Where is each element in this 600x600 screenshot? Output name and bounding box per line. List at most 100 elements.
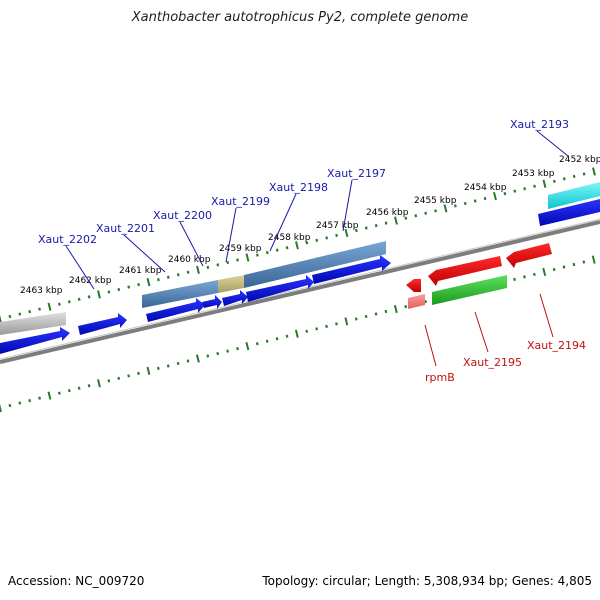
gene-label-xaut-2201[interactable]: Xaut_2201 [96, 222, 155, 235]
gene-label-xaut-2194[interactable]: Xaut_2194 [527, 339, 586, 352]
kbp-label: 2456 kbp [366, 208, 409, 218]
scale-tick [245, 342, 250, 351]
scale-dot [582, 260, 586, 264]
leader-line [65, 245, 95, 290]
gene-arrow-rpmb[interactable] [406, 279, 421, 292]
gene-arrow-xaut-2201[interactable] [78, 313, 127, 335]
scale-tick [245, 253, 250, 262]
scale-dot [87, 295, 91, 299]
genome-backbone [0, 220, 600, 364]
kbp-label: 2461 kbp [119, 266, 162, 276]
scale-dot [137, 371, 140, 375]
scale-tick [195, 354, 200, 363]
scale-dot [414, 214, 418, 218]
leader-line [342, 179, 353, 232]
scale-dot [186, 270, 190, 274]
scale-dot [305, 241, 309, 245]
gene-arrow-xaut-2197[interactable] [312, 255, 391, 284]
cds-segment-xaut-2197-2198[interactable] [244, 241, 386, 288]
scale-dot [374, 223, 378, 228]
kbp-label: 2453 kbp [512, 169, 555, 179]
scale-dot [384, 221, 388, 225]
reverse-label-layer: Xaut_2194 Xaut_2195 rpmB [424, 293, 586, 384]
scale-dot [285, 334, 289, 338]
scale-dot [424, 211, 428, 215]
scale-tick [196, 265, 200, 274]
leader-line [225, 207, 237, 263]
cds-segment-xaut-2200-2201[interactable] [142, 280, 218, 308]
scale-dot [107, 379, 111, 383]
scale-dot [206, 354, 210, 358]
scale-dot [216, 351, 220, 356]
scale-dot [28, 398, 32, 403]
scale-dot [533, 184, 536, 188]
cds-segment-xaut-2202[interactable] [0, 312, 66, 335]
cds-segment-rpmb[interactable] [408, 294, 425, 309]
scale-dot [285, 246, 289, 250]
scale-dot [453, 204, 457, 208]
scale-dot [87, 384, 91, 388]
scale-tick [295, 241, 299, 250]
scale-tick [394, 216, 398, 225]
gene-label-xaut-2193[interactable]: Xaut_2193 [510, 118, 569, 131]
gene-arrow-xaut-2200b[interactable] [202, 295, 222, 309]
leader-line [474, 311, 489, 353]
scale-dot [562, 177, 566, 181]
gene-arrow-xaut-2194[interactable] [506, 243, 552, 268]
leader-line [424, 324, 437, 367]
scale-tick [47, 391, 52, 400]
scale-dot [127, 285, 131, 289]
scale-dot [275, 337, 279, 341]
scale-dot [156, 278, 160, 282]
scale-dot [552, 267, 556, 272]
scale-dot [404, 304, 408, 309]
gene-arrow-xaut-2198[interactable] [246, 275, 314, 302]
cds-segment-xaut-2193[interactable] [548, 182, 600, 209]
gene-label-xaut-2199[interactable]: Xaut_2199 [211, 195, 270, 208]
gene-arrow-xaut-2193[interactable] [538, 199, 600, 226]
gene-label-xaut-2195[interactable]: Xaut_2195 [463, 356, 522, 369]
scale-dot [572, 174, 576, 179]
reverse-gene-arrows [406, 243, 552, 309]
gene-label-rpmb[interactable]: rpmB [425, 371, 455, 384]
scale-dot [107, 290, 111, 294]
scale-tick [592, 167, 596, 176]
gene-label-xaut-2197[interactable]: Xaut_2197 [327, 167, 386, 180]
scale-tick [542, 267, 547, 277]
scale-tick [97, 379, 101, 388]
kbp-label: 2460 kbp [168, 255, 211, 265]
scale-dot [463, 201, 467, 206]
scale-dot [18, 401, 22, 405]
scale-dot [166, 275, 170, 279]
scale-dot [127, 374, 131, 378]
gene-label-xaut-2198[interactable]: Xaut_2198 [269, 181, 328, 194]
gene-label-xaut-2200[interactable]: Xaut_2200 [153, 209, 212, 222]
cds-segment-xaut-2199[interactable] [218, 275, 244, 293]
scale-dot [77, 386, 81, 390]
topology-info: Topology: circular; Length: 5,308,934 bp… [262, 574, 592, 588]
gene-arrow-xaut-2200[interactable] [146, 298, 205, 322]
scale-dot [117, 376, 121, 380]
scale-dot [38, 396, 41, 400]
cds-segment-xaut-2195[interactable] [432, 275, 507, 305]
scale-dot [226, 260, 230, 265]
reverse-scale-rail [0, 255, 596, 413]
gene-arrow-xaut-2195[interactable] [428, 256, 502, 286]
scale-tick [344, 228, 349, 238]
scale-tick [294, 329, 299, 338]
scale-tick [393, 304, 398, 314]
scale-dot [226, 349, 230, 353]
scale-dot [28, 310, 32, 314]
scale-dot [434, 209, 437, 213]
scale-dot [57, 302, 61, 306]
scale-tick [146, 278, 151, 287]
scale-dot [473, 199, 477, 203]
scale-dot [67, 389, 71, 393]
gene-arrow-xaut-2202[interactable] [0, 327, 70, 354]
forward-label-layer: Xaut_2193 Xaut_2197 Xaut_2198 Xaut_2199 … [38, 118, 569, 290]
gene-label-xaut-2202[interactable]: Xaut_2202 [38, 233, 97, 246]
scale-dot [275, 248, 279, 252]
gene-arrow-xaut-2199[interactable] [222, 290, 248, 306]
scale-dot [572, 262, 576, 267]
kbp-label: 2452 kbp [559, 155, 600, 165]
